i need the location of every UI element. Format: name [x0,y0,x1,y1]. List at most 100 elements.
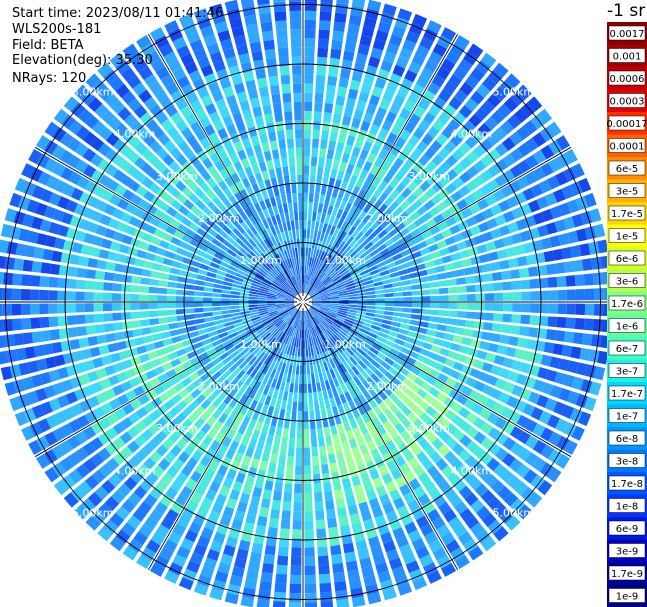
range-gate-cell [451,442,465,456]
range-gate-cell [250,314,260,319]
range-gate-cell [337,86,348,98]
range-gate-cell [71,350,83,362]
range-gate-cell [320,293,330,298]
range-gate-cell [325,158,333,169]
range-gate-cell [500,270,512,280]
range-gate-cell [123,476,138,491]
range-gate-cell [280,323,287,332]
range-gate-cell [374,514,387,527]
range-gate-cell [304,520,314,530]
range-gate-cell [348,225,357,236]
range-gate-cell [532,439,547,455]
range-gate-cell [297,420,303,430]
range-gate-cell [466,150,479,164]
range-gate-cell [251,358,260,368]
range-gate-cell [284,315,292,324]
range-gate-cell [294,383,299,393]
range-gate-cell [358,383,367,394]
colorbar-tick-label: 6e-7 [616,344,639,355]
range-gate-cell [305,347,309,357]
range-gate-cell [538,410,552,425]
range-gate-cell [427,82,441,96]
range-gate-cell [481,384,494,396]
range-gate-cell [323,361,329,372]
range-gate-cell [402,307,413,313]
range-gate-cell [280,333,287,343]
range-gate-cell [428,281,439,288]
range-gate-cell [199,455,212,467]
range-gate-cell [327,313,337,319]
range-gate-cell [264,322,274,329]
range-gate-cell [410,148,423,160]
range-gate-cell [216,327,227,335]
range-gate-cell [196,442,208,455]
range-gate-cell [450,190,463,202]
range-gate-cell [361,412,371,424]
range-gate-cell [286,305,295,310]
range-gate-cell [418,193,430,204]
range-gate-cell [380,531,393,544]
range-gate-cell [104,365,116,376]
range-gate-cell [122,403,135,415]
range-gate-cell [331,187,339,198]
range-gate-cell [239,383,248,394]
range-gate-cell [201,338,212,346]
range-gate-cell [258,383,266,394]
range-gate-cell [127,538,143,553]
range-gate-cell [274,582,287,593]
range-gate-cell [279,528,290,539]
range-gate-cell [225,359,236,369]
range-gate-cell [334,489,344,500]
range-gate-cell [22,376,35,391]
range-gate-cell [266,357,274,367]
range-gate-cell [248,304,258,308]
range-gate-cell [408,272,419,279]
range-gate-cell [493,502,508,518]
range-gate-cell [322,276,330,284]
range-gate-cell [319,11,332,22]
range-gate-cell [340,383,348,394]
range-gate-cell [130,311,140,320]
range-gate-cell [279,445,287,456]
range-gate-cell [403,341,414,350]
colorbar-tick-label: 3e-5 [616,187,639,198]
range-gate-cell [127,440,140,454]
range-gate-cell [584,192,597,208]
range-gate-cell [592,319,603,332]
range-gate-cell [393,387,404,398]
range-gate-cell [320,306,330,311]
range-gate-cell [491,271,502,281]
range-gate-cell [92,406,106,420]
range-gate-cell [458,485,473,500]
range-gate-cell [441,465,455,478]
range-gate-cell [270,378,278,389]
range-gate-cell [0,366,13,381]
range-gate-cell [345,282,355,288]
range-gate-cell [536,196,549,210]
range-gate-cell [571,163,585,179]
range-gate-cell [211,357,222,366]
range-gate-cell [333,21,346,33]
range-gate-cell [225,536,238,548]
range-gate-cell [107,473,122,488]
range-gate-cell [222,355,232,365]
range-gate-cell [479,253,490,264]
range-gate-cell [315,345,320,355]
range-gate-cell [379,247,390,257]
range-gate-cell [341,115,352,126]
range-gate-cell [149,562,166,577]
range-gate-cell [413,377,425,387]
range-gate-cell [304,474,312,484]
range-gate-cell [461,207,473,219]
range-gate-cell [320,273,328,282]
range-gate-cell [428,539,443,553]
range-gate-cell [145,389,158,401]
range-gate-cell [285,316,293,324]
range-gate-cell [304,101,313,112]
range-gate-cell [440,562,457,577]
range-gate-cell [464,74,480,89]
range-gate-cell [341,152,350,164]
range-gate-cell [379,269,390,277]
range-gate-cell [399,129,412,142]
range-gate-cell [222,317,233,323]
